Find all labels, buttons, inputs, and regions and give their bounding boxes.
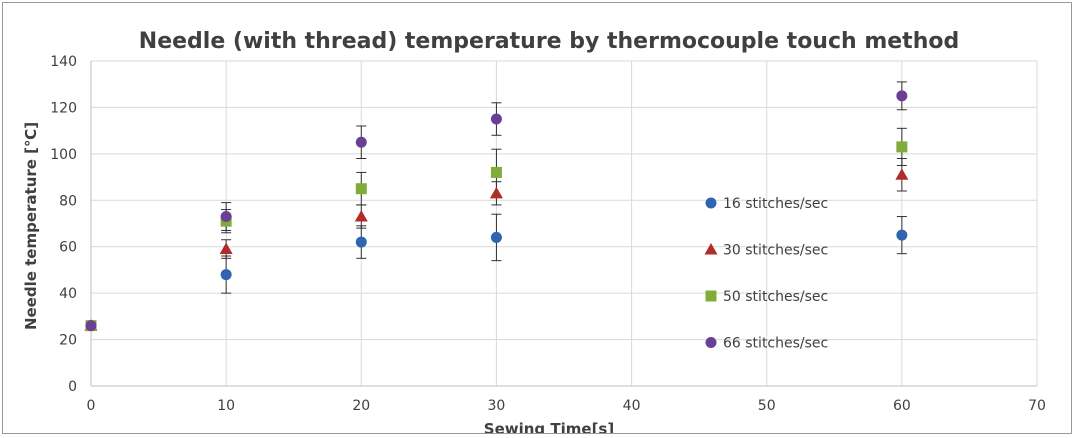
x-tick-label: 30 [488, 398, 506, 414]
legend-marker-2 [704, 243, 718, 255]
data-point-series-3 [490, 166, 502, 178]
data-point-series-1 [896, 229, 908, 241]
x-tick-label: 0 [87, 398, 96, 414]
x-tick-label: 60 [893, 398, 911, 414]
x-tick-label: 10 [217, 398, 235, 414]
data-point-series-2 [489, 186, 503, 199]
legend-label-3: 50 stitches/sec [723, 289, 828, 305]
legend: 16 stitches/sec 30 stitches/sec 50 stitche… [704, 196, 828, 352]
y-tick-label: 140 [50, 54, 77, 70]
x-tick-label: 40 [623, 398, 641, 414]
legend-label-2: 30 stitches/sec [723, 243, 828, 259]
legend-marker-1 [705, 197, 717, 209]
grid [91, 60, 1038, 386]
axes: 0 20 40 60 80 100 120 140 0 10 20 30 40 50 60 70 [50, 54, 1046, 414]
data-marks [84, 81, 909, 332]
data-point-series-4 [85, 320, 97, 332]
chart-title: Needle (with thread) temperature by ther… [139, 29, 959, 54]
data-point-series-4 [896, 90, 908, 102]
data-point-series-2 [895, 168, 909, 180]
data-point-series-4 [220, 211, 232, 223]
data-point-series-3 [355, 183, 367, 195]
y-tick-label: 100 [50, 147, 77, 163]
legend-label-4: 66 stitches/sec [723, 336, 828, 352]
data-point-series-1 [355, 236, 367, 248]
y-axis-title: Needle temperature [℃] [22, 122, 40, 330]
x-tick-label: 50 [758, 398, 776, 414]
data-point-series-2 [354, 210, 368, 222]
legend-marker-3 [705, 290, 717, 302]
y-tick-label: 20 [59, 333, 77, 349]
data-point-series-2 [219, 242, 233, 255]
y-tick-label: 80 [59, 193, 77, 209]
data-point-series-4 [355, 136, 367, 148]
legend-label-1: 16 stitches/sec [723, 196, 828, 212]
y-tick-label: 0 [68, 379, 77, 395]
scatter-chart: Needle (with thread) temperature by ther… [22, 29, 1046, 438]
data-point-series-1 [490, 231, 502, 243]
y-tick-label: 40 [59, 286, 77, 302]
y-tick-label: 120 [50, 100, 77, 116]
y-tick-label: 60 [59, 240, 77, 256]
legend-marker-4 [705, 337, 717, 348]
x-axis-title: Sewing Time[s] [484, 420, 614, 433]
data-point-series-4 [490, 113, 502, 125]
data-point-series-1 [220, 269, 232, 281]
x-tick-label: 20 [352, 398, 370, 414]
data-point-series-3 [896, 141, 908, 153]
x-tick-label: 70 [1028, 398, 1046, 414]
